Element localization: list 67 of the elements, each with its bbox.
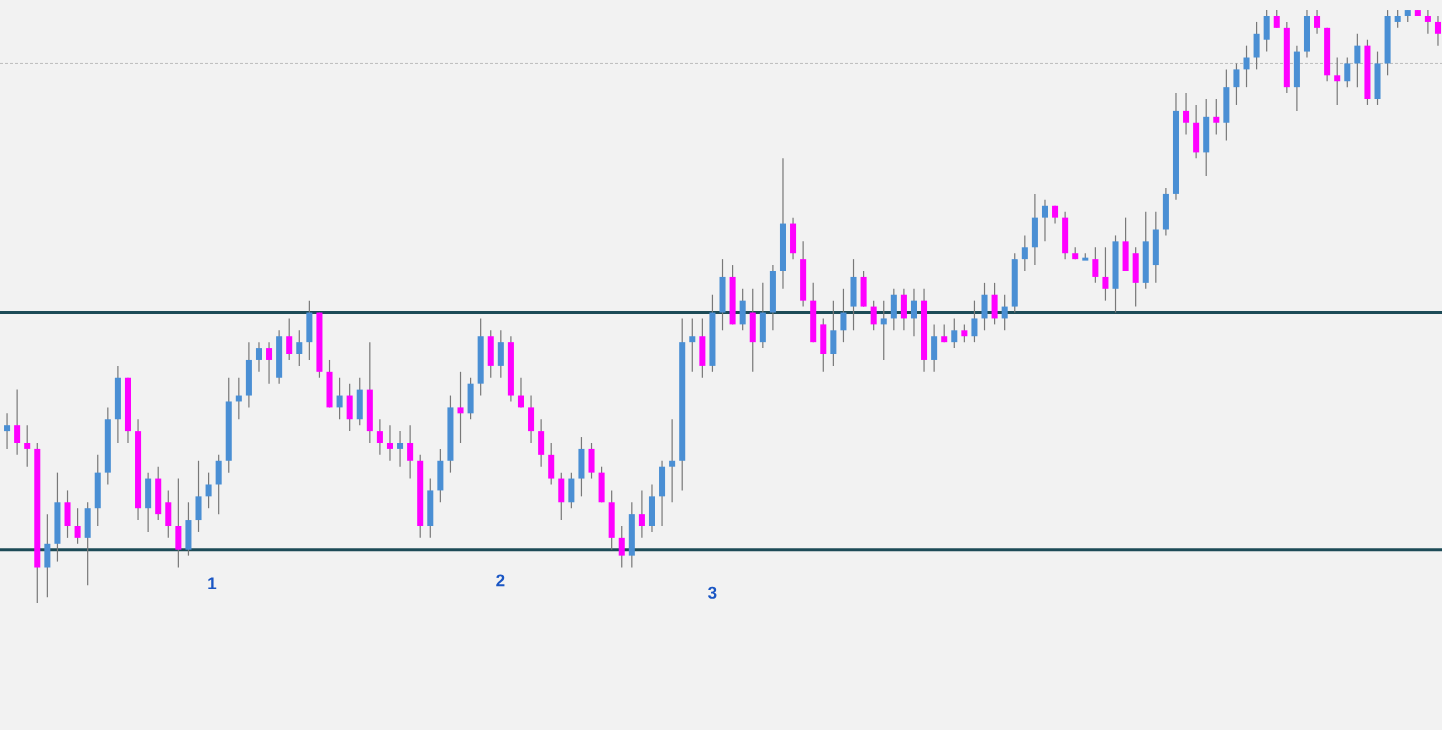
candlestick: [24, 424, 31, 468]
candlestick: [1243, 45, 1250, 88]
candlestick: [346, 383, 353, 432]
candlestick: [497, 329, 504, 379]
candlestick: [1334, 56, 1341, 106]
candlestick: [528, 394, 535, 444]
candlestick: [386, 424, 393, 462]
candlestick: [739, 288, 746, 331]
candlestick: [1041, 199, 1048, 242]
candlestick: [165, 489, 172, 539]
annotation: 2: [496, 574, 505, 587]
candlestick: [1102, 246, 1109, 302]
candlestick: [175, 477, 182, 569]
annotation: 1: [208, 577, 217, 590]
candlestick: [1233, 62, 1240, 106]
candlestick: [880, 300, 887, 361]
candlestick: [618, 525, 625, 569]
candlestick: [1253, 21, 1260, 70]
candlestick: [840, 288, 847, 343]
candlestick: [890, 288, 897, 331]
candlestick: [195, 460, 202, 533]
candlestick: [205, 472, 212, 509]
candlestick: [1424, 9, 1431, 35]
candlestick: [900, 288, 907, 331]
candlestick: [1434, 15, 1441, 47]
candlestick: [951, 317, 958, 349]
candlestick: [4, 412, 11, 450]
candlestick: [981, 282, 988, 331]
candlestick: [457, 371, 464, 444]
candlestick: [376, 418, 383, 456]
candlestick: [830, 300, 837, 367]
candlestick: [1314, 9, 1321, 35]
candlestick: [1021, 234, 1028, 272]
candlestick: [1354, 33, 1361, 88]
candlestick: [286, 317, 293, 361]
candlestick: [1092, 246, 1099, 284]
candlestick: [669, 418, 676, 503]
annotation: 3: [708, 586, 717, 599]
candlestick: [296, 329, 303, 367]
candlestick: [548, 442, 555, 486]
candlestick: [336, 377, 343, 420]
candlestick: [558, 472, 565, 521]
candlestick: [538, 418, 545, 468]
candlestick: [870, 300, 877, 331]
candlestick: [517, 377, 524, 408]
candlestick: [931, 323, 938, 373]
candlestick: [1263, 9, 1270, 53]
candlestick: [255, 341, 262, 373]
candlestick: [971, 300, 978, 343]
candlestick: [1213, 98, 1220, 136]
candlestick: [910, 288, 917, 337]
candlestick: [568, 472, 575, 509]
candlestick: [689, 317, 696, 373]
candlestick: [74, 507, 81, 545]
candlestick: [407, 424, 414, 480]
candlestick: [1001, 294, 1008, 331]
candlestick: [266, 341, 273, 385]
candlestick: [64, 489, 71, 539]
candlestick: [588, 442, 595, 480]
candlestick: [14, 389, 21, 456]
candlestick: [1344, 56, 1351, 88]
candlestick: [1183, 92, 1190, 136]
candlestick: [397, 430, 404, 468]
candlestick: [44, 513, 51, 598]
candlestick: [991, 282, 998, 325]
candlestick: [215, 454, 222, 515]
candlestick: [638, 489, 645, 539]
